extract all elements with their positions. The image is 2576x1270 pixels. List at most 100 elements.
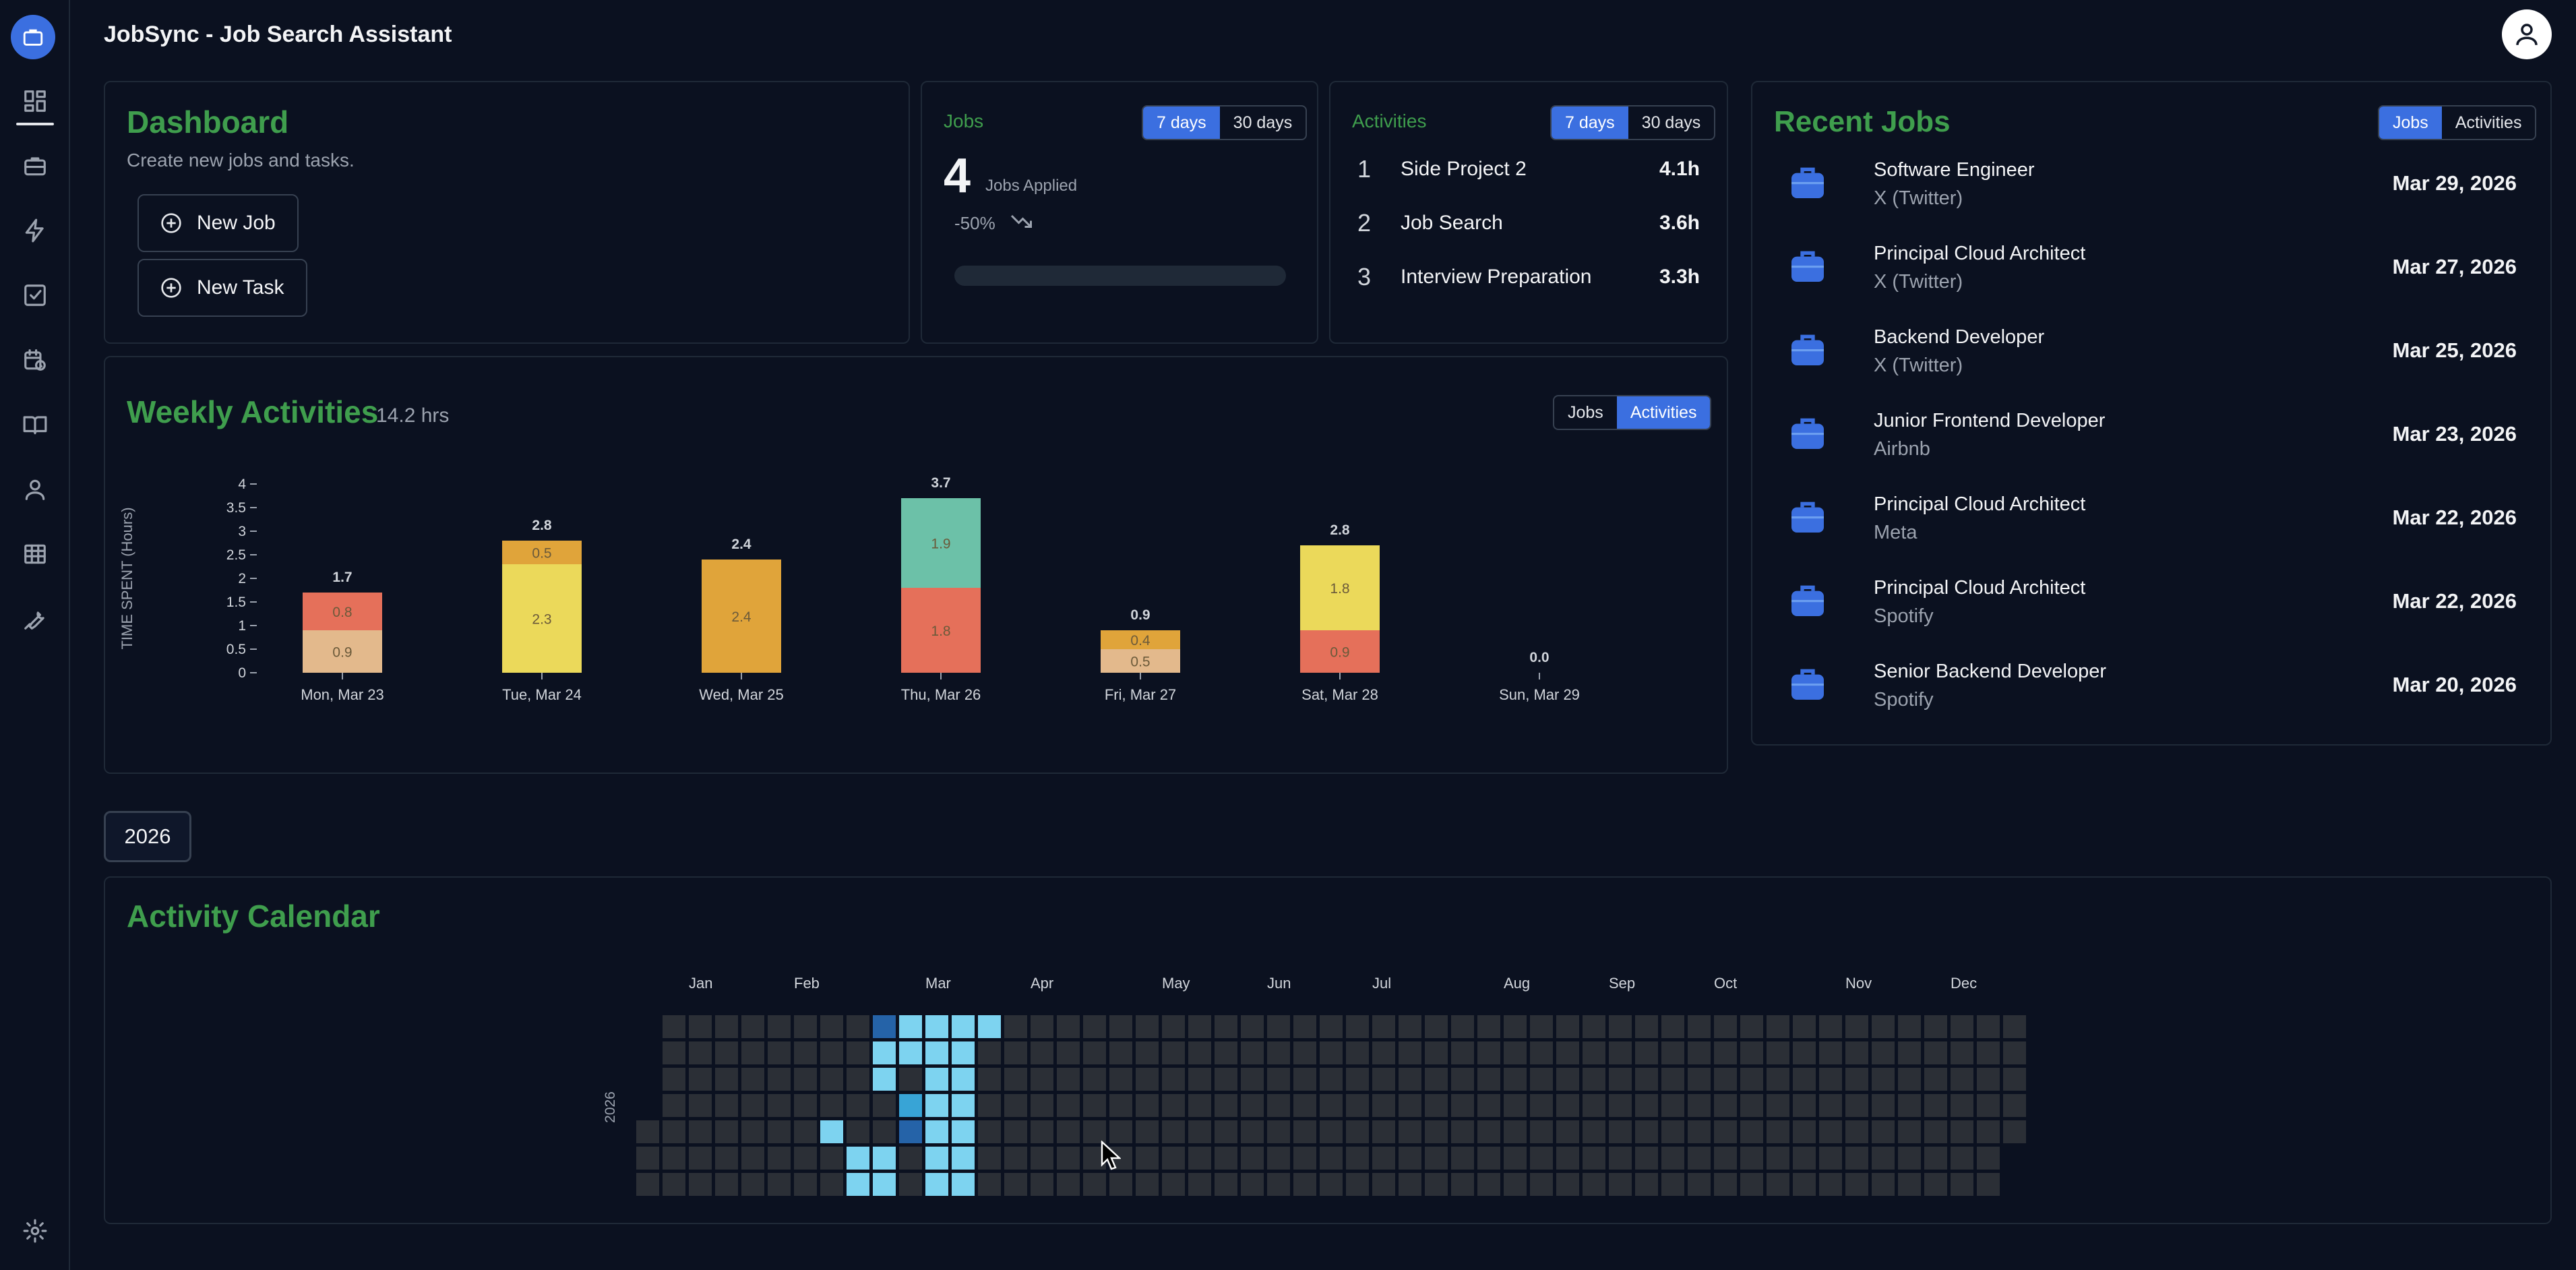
calendar-day-cell[interactable] (1661, 1120, 1684, 1143)
calendar-day-cell[interactable] (1635, 1041, 1658, 1064)
calendar-day-cell[interactable] (1977, 1094, 2000, 1117)
calendar-day-cell[interactable] (1688, 1147, 1711, 1170)
calendar-day-cell[interactable] (1451, 1147, 1474, 1170)
book-icon[interactable] (18, 407, 53, 442)
calendar-day-cell[interactable] (1399, 1173, 1421, 1196)
calendar-day-cell[interactable] (1609, 1041, 1632, 1064)
calendar-day-cell[interactable] (1136, 1173, 1159, 1196)
calendar-day-cell[interactable] (1215, 1173, 1237, 1196)
calendar-day-cell[interactable] (1136, 1015, 1159, 1038)
calendar-day-cell[interactable] (663, 1068, 685, 1091)
calendar-day-cell[interactable] (1872, 1015, 1895, 1038)
calendar-day-cell[interactable] (978, 1068, 1001, 1091)
calendar-day-cell[interactable] (925, 1068, 948, 1091)
calendar-day-cell[interactable] (1845, 1015, 1868, 1038)
year-selector[interactable]: 2026 (104, 811, 191, 862)
calendar-day-cell[interactable] (1293, 1015, 1316, 1038)
user-avatar-icon[interactable] (2502, 9, 2552, 59)
calendar-day-cell[interactable] (873, 1094, 896, 1117)
calendar-day-cell[interactable] (1267, 1015, 1290, 1038)
calendar-day-cell[interactable] (925, 1173, 948, 1196)
calendar-day-cell[interactable] (1819, 1041, 1842, 1064)
calendar-day-cell[interactable] (715, 1147, 738, 1170)
calendar-day-cell[interactable] (1504, 1068, 1527, 1091)
calendar-day-cell[interactable] (1267, 1147, 1290, 1170)
calendar-day-cell[interactable] (1609, 1094, 1632, 1117)
calendar-day-cell[interactable] (1740, 1068, 1763, 1091)
calendar-day-cell[interactable] (1767, 1041, 1789, 1064)
calendar-day-cell[interactable] (1346, 1094, 1369, 1117)
calendar-day-cell[interactable] (794, 1147, 817, 1170)
calendar-day-cell[interactable] (1845, 1068, 1868, 1091)
calendar-day-cell[interactable] (899, 1147, 922, 1170)
calendar-day-cell[interactable] (925, 1015, 948, 1038)
calendar-day-cell[interactable] (1977, 1120, 2000, 1143)
calendar-day-cell[interactable] (1504, 1120, 1527, 1143)
calendar-day-cell[interactable] (1109, 1094, 1132, 1117)
calendar-day-cell[interactable] (715, 1173, 738, 1196)
calendar-day-cell[interactable] (1977, 1015, 2000, 1038)
calendar-day-cell[interactable] (1162, 1094, 1185, 1117)
calendar-day-cell[interactable] (820, 1173, 843, 1196)
calendar-day-cell[interactable] (636, 1173, 659, 1196)
calendar-day-cell[interactable] (1740, 1120, 1763, 1143)
calendar-day-cell[interactable] (1793, 1094, 1816, 1117)
calendar-day-cell[interactable] (1293, 1120, 1316, 1143)
calendar-day-cell[interactable] (1215, 1015, 1237, 1038)
calendar-day-cell[interactable] (1556, 1041, 1579, 1064)
calendar-day-cell[interactable] (1924, 1147, 1947, 1170)
calendar-day-cell[interactable] (1872, 1094, 1895, 1117)
calendar-day-cell[interactable] (1215, 1041, 1237, 1064)
calendar-day-cell[interactable] (1609, 1147, 1632, 1170)
calendar-day-cell[interactable] (1924, 1120, 1947, 1143)
calendar-day-cell[interactable] (1241, 1147, 1264, 1170)
recent-job-item[interactable]: Junior Frontend Developer Airbnb Mar 23, 2… (1779, 400, 2523, 475)
calendar-day-cell[interactable] (1740, 1147, 1763, 1170)
recent-job-item[interactable]: Principal Cloud Architect X (Twitter) Mar … (1779, 233, 2523, 307)
calendar-day-cell[interactable] (1399, 1015, 1421, 1038)
calendar-day-cell[interactable] (1188, 1015, 1211, 1038)
calendar-day-cell[interactable] (873, 1147, 896, 1170)
calendar-day-cell[interactable] (768, 1015, 791, 1038)
calendar-day-cell[interactable] (1898, 1068, 1921, 1091)
calendar-day-cell[interactable] (1451, 1015, 1474, 1038)
calendar-day-cell[interactable] (1872, 1120, 1895, 1143)
bar-segment[interactable] (502, 541, 582, 564)
calendar-day-cell[interactable] (1031, 1173, 1053, 1196)
calendar-day-cell[interactable] (1951, 1120, 1973, 1143)
calendar-day-cell[interactable] (689, 1120, 712, 1143)
bar-segment[interactable] (1300, 545, 1380, 630)
calendar-day-cell[interactable] (1767, 1173, 1789, 1196)
calendar-day-cell[interactable] (1924, 1041, 1947, 1064)
calendar-day-cell[interactable] (1793, 1015, 1816, 1038)
calendar-day-cell[interactable] (1530, 1173, 1553, 1196)
calendar-day-cell[interactable] (1845, 1147, 1868, 1170)
calendar-day-cell[interactable] (1057, 1041, 1080, 1064)
calendar-day-cell[interactable] (1898, 1173, 1921, 1196)
calendar-day-cell[interactable] (1898, 1120, 1921, 1143)
calendar-day-cell[interactable] (1320, 1120, 1343, 1143)
calendar-day-cell[interactable] (663, 1173, 685, 1196)
calendar-day-cell[interactable] (1425, 1094, 1448, 1117)
calendar-day-cell[interactable] (1688, 1173, 1711, 1196)
calendar-day-cell[interactable] (1951, 1041, 1973, 1064)
calendar-day-cell[interactable] (1504, 1173, 1527, 1196)
calendar-day-cell[interactable] (1556, 1147, 1579, 1170)
calendar-day-cell[interactable] (1267, 1173, 1290, 1196)
calendar-day-cell[interactable] (1556, 1094, 1579, 1117)
calendar-day-cell[interactable] (1688, 1015, 1711, 1038)
toggle-30-days[interactable]: 30 days (1233, 113, 1293, 132)
calendar-day-cell[interactable] (1898, 1094, 1921, 1117)
calendar-day-cell[interactable] (1451, 1094, 1474, 1117)
calendar-day-cell[interactable] (1004, 1120, 1027, 1143)
calendar-day-cell[interactable] (899, 1068, 922, 1091)
calendar-day-cell[interactable] (1425, 1041, 1448, 1064)
calendar-day-cell[interactable] (1898, 1147, 1921, 1170)
calendar-day-cell[interactable] (2003, 1015, 2026, 1038)
calendar-day-cell[interactable] (847, 1147, 869, 1170)
calendar-day-cell[interactable] (1241, 1094, 1264, 1117)
recent-job-item[interactable]: Senior Backend Developer Spotify Mar 20, 2… (1779, 651, 2523, 725)
calendar-day-cell[interactable] (1504, 1147, 1527, 1170)
calendar-day-cell[interactable] (1031, 1147, 1053, 1170)
calendar-day-cell[interactable] (1241, 1068, 1264, 1091)
